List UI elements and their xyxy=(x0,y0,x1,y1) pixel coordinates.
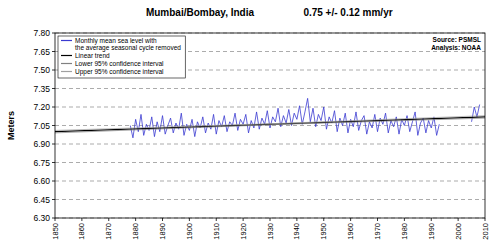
y-tick-label: 6.75 xyxy=(33,158,50,168)
legend-swatch xyxy=(61,63,72,64)
x-tick-label: 1990 xyxy=(427,223,436,240)
x-tick-label: 1970 xyxy=(373,223,382,240)
x-tick xyxy=(323,218,324,221)
x-tick xyxy=(216,218,217,221)
x-tick xyxy=(55,218,56,221)
grid-line xyxy=(55,181,485,182)
x-tick xyxy=(377,218,378,221)
background xyxy=(0,0,496,248)
y-tick-label: 6.45 xyxy=(33,195,50,205)
y-tick xyxy=(52,70,55,71)
subtitle: 0.75 +/- 0.12 mm/yr xyxy=(303,7,392,18)
legend-label: Monthly mean sea level withthe average s… xyxy=(75,37,181,52)
x-tick-label: 1870 xyxy=(104,223,113,240)
y-tick-label: 7.35 xyxy=(33,84,50,94)
x-tick-label: 2000 xyxy=(454,223,463,240)
grid-line xyxy=(55,107,485,108)
x-tick-label: 1900 xyxy=(185,223,194,240)
series-group xyxy=(55,98,485,137)
y-tick xyxy=(52,218,55,219)
x-tick-label: 1860 xyxy=(77,223,86,240)
grid-line xyxy=(55,144,485,145)
y-tick xyxy=(52,51,55,52)
legend-label-line: the average seasonal cycle removed xyxy=(75,44,181,52)
y-tick xyxy=(52,199,55,200)
y-tick xyxy=(52,125,55,126)
legend-label: Lower 95% confidence interval xyxy=(75,60,164,67)
y-tick-label: 7.65 xyxy=(33,47,50,57)
title: Mumbai/Bombay, India xyxy=(146,7,255,18)
x-tick xyxy=(404,218,405,221)
legend-label: Upper 95% confidence interval xyxy=(75,68,164,76)
x-tick-label: 1880 xyxy=(131,223,140,240)
y-tick-label: 7.05 xyxy=(33,121,50,131)
series-line xyxy=(55,118,485,133)
legend-label-line: Lower 95% confidence interval xyxy=(75,60,164,67)
y-tick xyxy=(52,162,55,163)
x-tick xyxy=(296,218,297,221)
x-tick xyxy=(270,218,271,221)
x-tick-label: 1980 xyxy=(400,223,409,240)
x-tick xyxy=(485,218,486,221)
y-axis-label: Meters xyxy=(6,111,16,140)
grid-line xyxy=(55,162,485,163)
x-tick-label: 1940 xyxy=(292,223,301,240)
x-tick xyxy=(108,218,109,221)
x-tick-label: 1850 xyxy=(51,223,60,240)
legend-box xyxy=(58,36,185,78)
y-tick xyxy=(52,33,55,34)
x-tick-label: 1920 xyxy=(239,223,248,240)
y-tick-label: 6.60 xyxy=(33,176,50,186)
x-tick-label: 1950 xyxy=(319,223,328,240)
x-tick-label: 2010 xyxy=(481,223,490,240)
y-tick xyxy=(52,144,55,145)
y-tick xyxy=(52,107,55,108)
x-tick-label: 1930 xyxy=(266,223,275,240)
x-tick xyxy=(350,218,351,221)
annotation: Source: PSMSL xyxy=(433,36,481,43)
series-line xyxy=(55,117,485,132)
grid-line xyxy=(55,88,485,89)
legend-label: Linear trend xyxy=(75,52,110,59)
plot-frame xyxy=(55,33,485,218)
legend-label-line: Linear trend xyxy=(75,52,110,59)
x-tick xyxy=(243,218,244,221)
x-tick xyxy=(135,218,136,221)
chart: 6.30 6.45 6.60 6.75 6.90 7.05 7.20 7.35 7.50 7.65… xyxy=(0,0,496,248)
legend-swatch xyxy=(61,40,72,41)
x-tick xyxy=(162,218,163,221)
x-tick xyxy=(81,218,82,221)
annotation: Analysis: NOAA xyxy=(431,44,481,52)
legend: Monthly mean sea level withthe average s… xyxy=(58,36,185,78)
x-tick xyxy=(189,218,190,221)
y-tick-label: 7.20 xyxy=(33,102,50,112)
x-tick xyxy=(431,218,432,221)
legend-label-line: Upper 95% confidence interval xyxy=(75,68,164,76)
y-tick-label: 7.80 xyxy=(33,28,50,38)
y-tick-label: 6.30 xyxy=(33,213,50,223)
grid-line xyxy=(55,199,485,200)
y-tick-label: 7.50 xyxy=(33,65,50,75)
x-tick-label: 1960 xyxy=(346,223,355,240)
y-tick xyxy=(52,181,55,182)
x-tick-label: 1910 xyxy=(212,223,221,240)
series-line xyxy=(55,116,485,131)
legend-swatch xyxy=(61,55,72,56)
y-tick xyxy=(52,88,55,89)
x-tick xyxy=(458,218,459,221)
y-tick-label: 6.90 xyxy=(33,139,50,149)
x-tick-label: 1890 xyxy=(158,223,167,240)
legend-swatch xyxy=(61,71,72,72)
